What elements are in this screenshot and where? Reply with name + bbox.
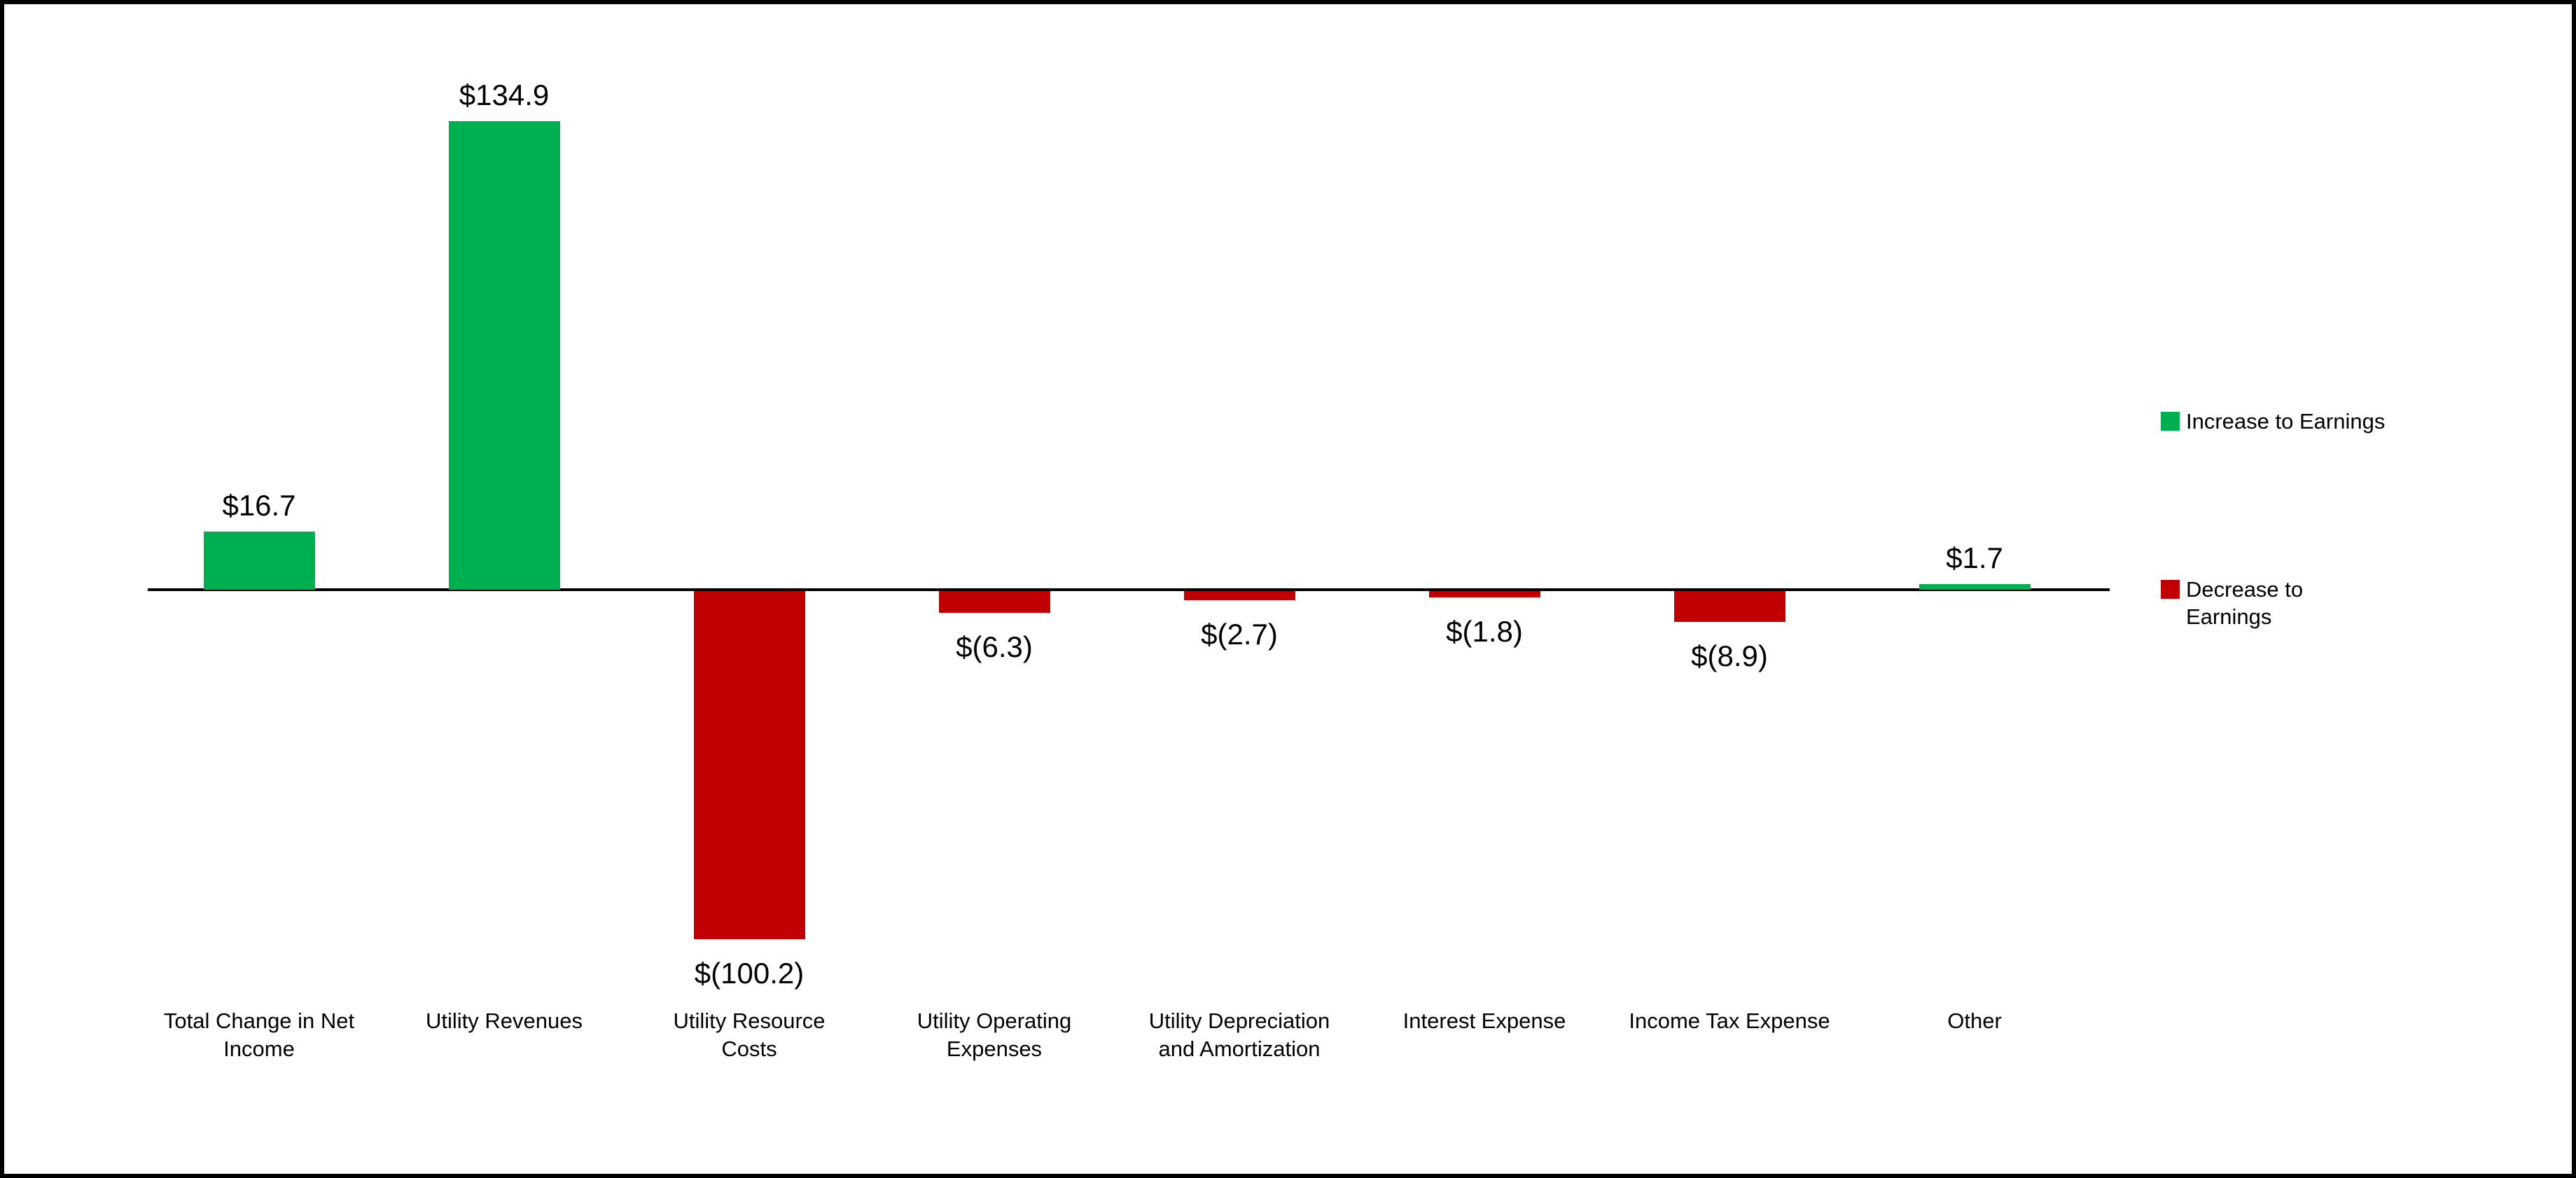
bar-3 (693, 591, 805, 939)
legend-entry-increase: Increase to Earnings (2161, 408, 2385, 435)
bar-5 (1183, 591, 1295, 600)
legend: Increase to Earnings Decrease to Earning… (2161, 4, 2553, 1174)
bar-value-label: $134.9 (459, 78, 550, 111)
bar-value-label: $(2.7) (1201, 618, 1278, 651)
category-label: Interest Expense (1402, 1009, 1566, 1033)
bar-value-label: $16.7 (222, 489, 296, 522)
category-label: Utility Depreciation and Amortization (1148, 1009, 1330, 1061)
bar-value-label: $(6.3) (956, 630, 1033, 663)
legend-label-decrease: Decrease to Earnings (2186, 577, 2304, 629)
bar-6 (1428, 591, 1540, 597)
bar-value-label: $1.7 (1946, 541, 2003, 574)
category-label: Income Tax Expense (1629, 1009, 1830, 1033)
legend-swatch-decrease-icon (2161, 580, 2180, 599)
category-label: Utility Operating Expenses (917, 1009, 1072, 1061)
category-label: Utility Revenues (426, 1009, 583, 1033)
bar-4 (938, 591, 1050, 613)
bar-value-label: $(100.2) (694, 957, 805, 990)
bar-7 (1673, 591, 1785, 622)
legend-swatch-increase-icon (2161, 412, 2180, 431)
x-axis-line (148, 588, 2110, 591)
bar-value-label: $(8.9) (1691, 639, 1768, 672)
legend-label-increase: Increase to Earnings (2186, 409, 2386, 434)
category-label: Other (1947, 1009, 2002, 1033)
bar-2 (448, 121, 560, 590)
category-label: Total Change in Net Income (163, 1009, 355, 1061)
bar-value-label: $(1.8) (1446, 615, 1523, 648)
legend-entry-decrease: Decrease to Earnings (2161, 576, 2303, 630)
bar-8 (1919, 584, 2031, 590)
bar-1 (203, 532, 315, 590)
category-label: Utility Resource Costs (673, 1009, 826, 1061)
